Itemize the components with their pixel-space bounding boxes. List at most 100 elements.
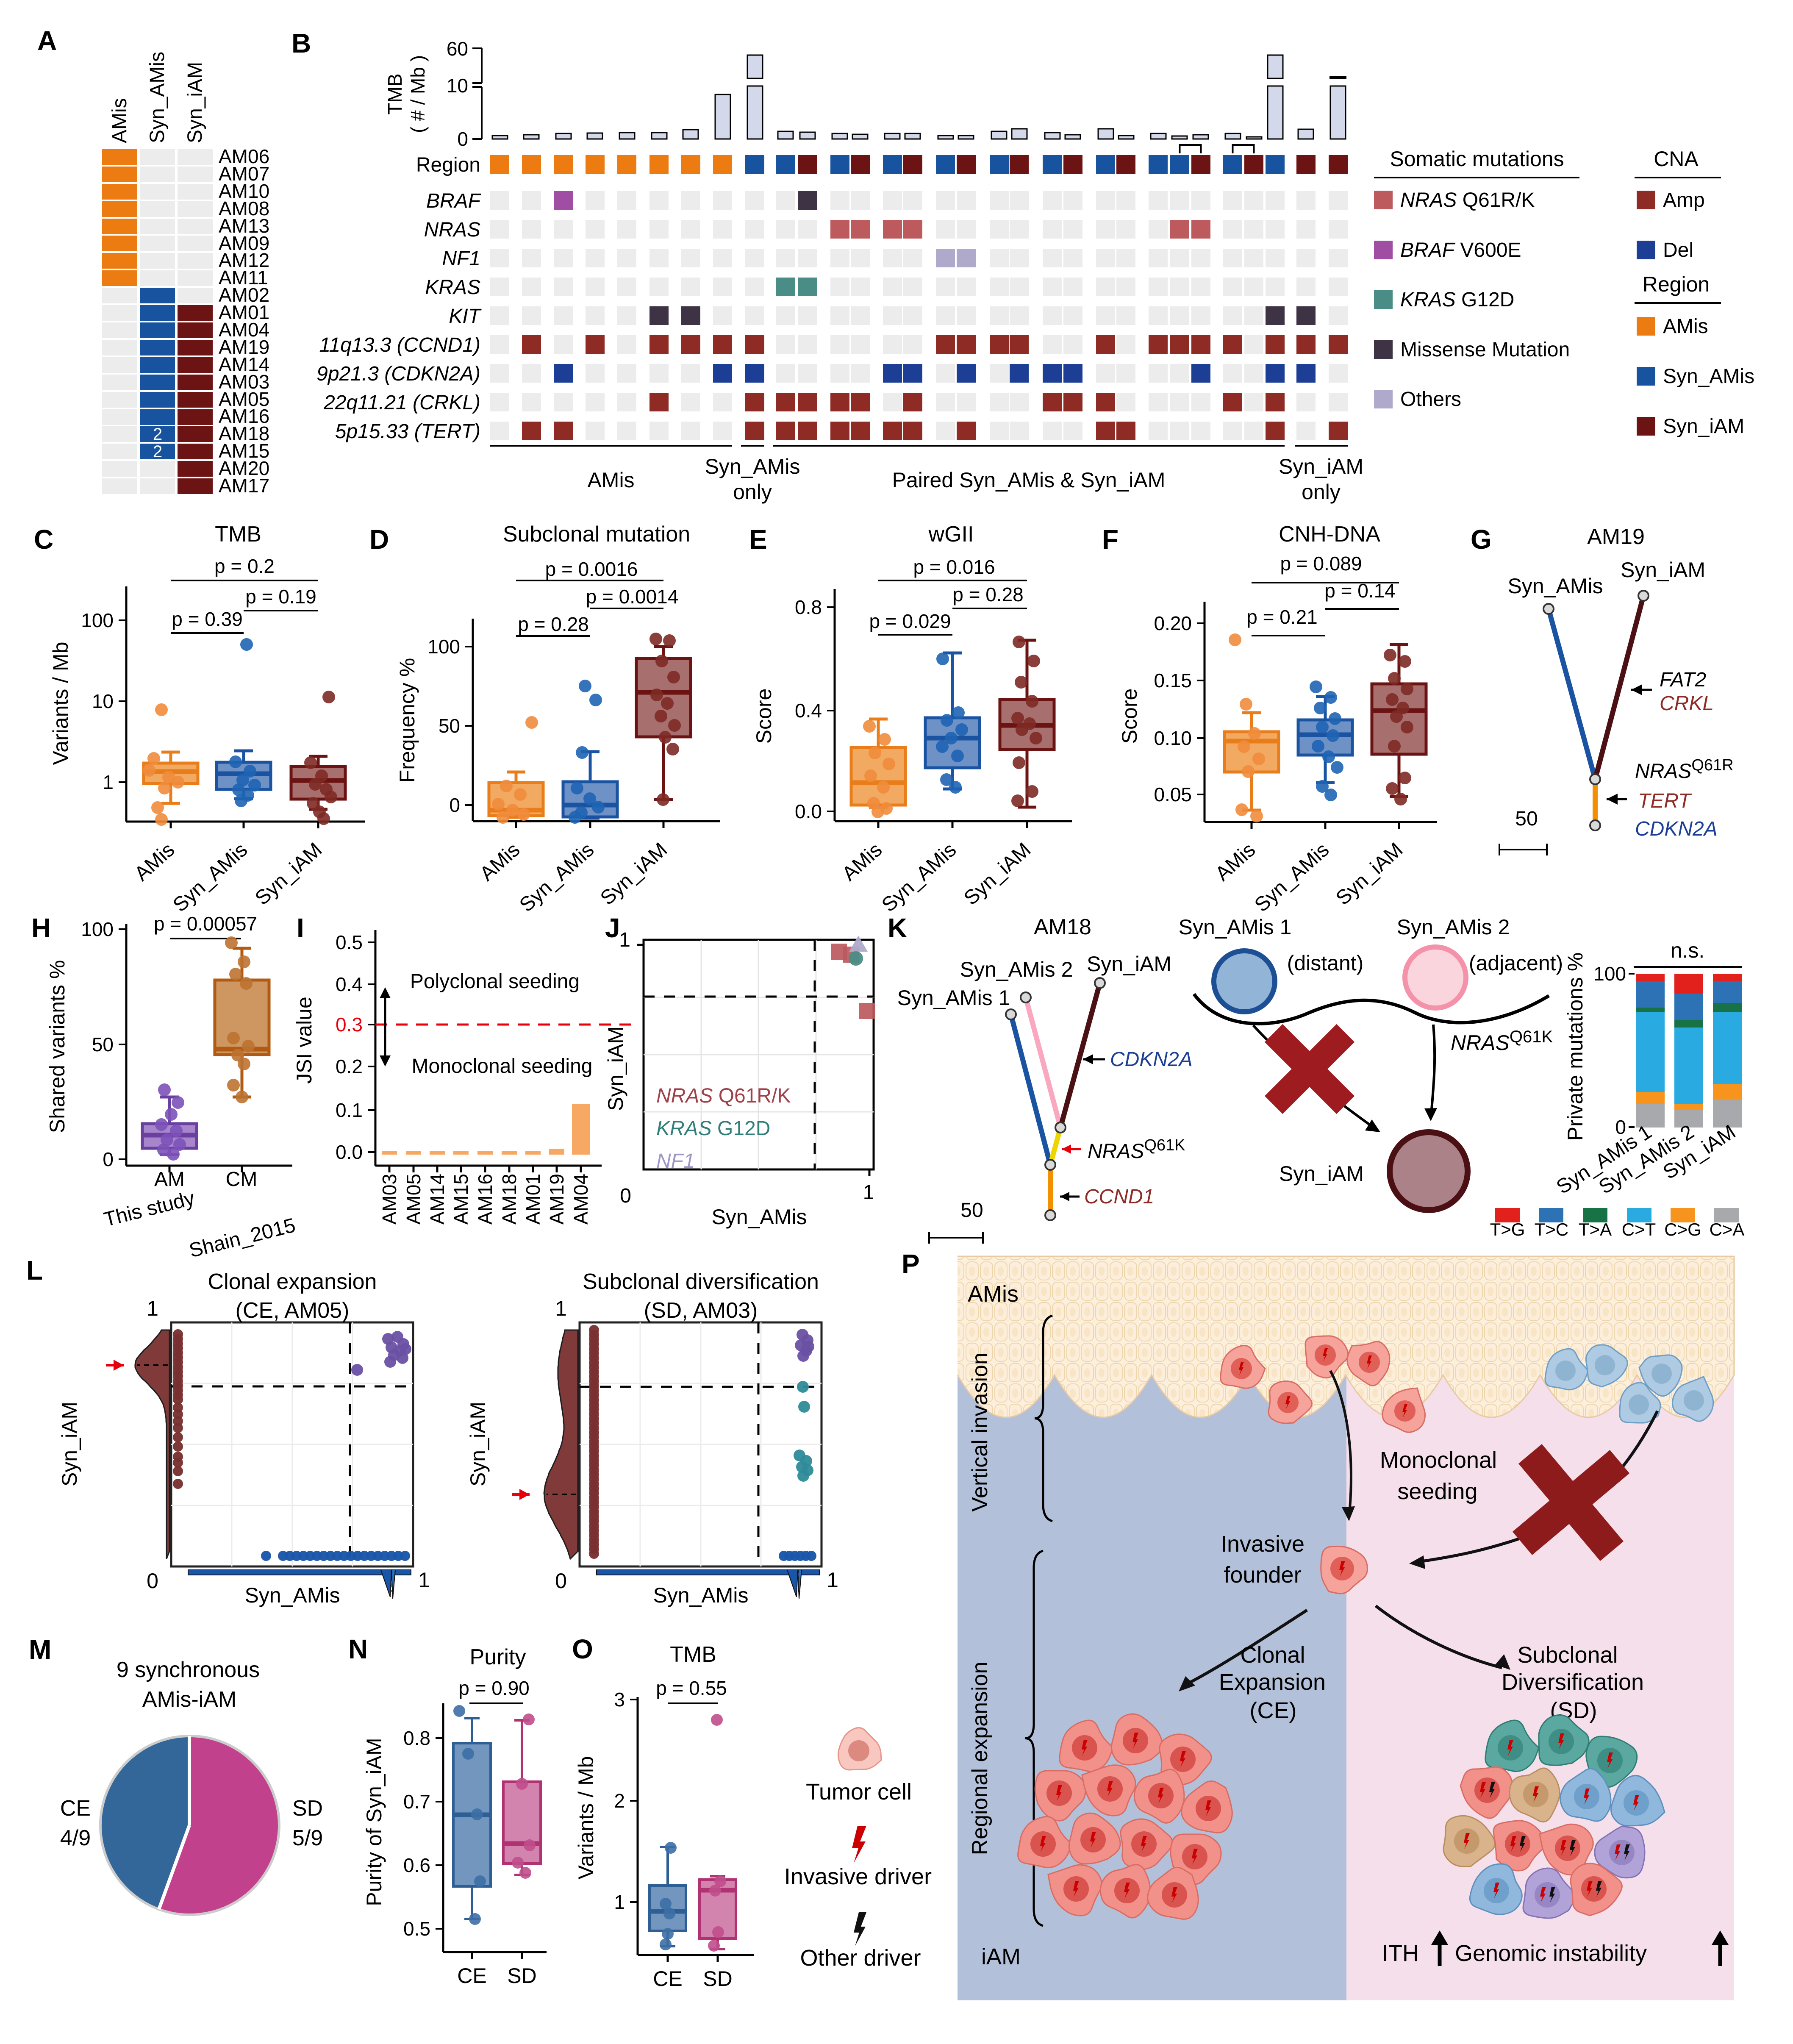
svg-text:AM09: AM09 xyxy=(219,232,269,254)
svg-text:A: A xyxy=(37,25,57,56)
svg-text:0.1: 0.1 xyxy=(336,1099,363,1121)
svg-text:Other driver: Other driver xyxy=(800,1945,921,1971)
svg-text:AMis: AMis xyxy=(108,98,131,143)
svg-text:Frequency %: Frequency % xyxy=(395,658,419,783)
svg-text:Genomic instability: Genomic instability xyxy=(1455,1941,1647,1966)
svg-text:NRAS: NRAS xyxy=(424,219,480,241)
svg-text:10: 10 xyxy=(447,75,468,97)
svg-text:H: H xyxy=(31,913,51,943)
svg-text:AM11: AM11 xyxy=(219,267,268,289)
svg-text:K: K xyxy=(888,913,907,943)
svg-text:Del: Del xyxy=(1663,239,1693,261)
svg-text:9 synchronous: 9 synchronous xyxy=(117,1658,260,1682)
svg-text:p = 0.0016: p = 0.0016 xyxy=(545,558,638,580)
svg-text:AMis: AMis xyxy=(968,1281,1019,1307)
svg-text:NRASQ61R: NRASQ61R xyxy=(1635,756,1734,783)
svg-text:(distant): (distant) xyxy=(1287,951,1364,975)
svg-text:CE: CE xyxy=(653,1967,682,1991)
svg-text:Others: Others xyxy=(1400,388,1461,411)
svg-text:22q11.21 (CRKL): 22q11.21 (CRKL) xyxy=(323,392,480,414)
svg-text:3: 3 xyxy=(614,1689,625,1711)
svg-text:N: N xyxy=(348,1634,368,1664)
svg-text:0.05: 0.05 xyxy=(1154,783,1192,805)
svg-text:Purity of Syn_iAM: Purity of Syn_iAM xyxy=(362,1738,386,1906)
svg-text:CNA: CNA xyxy=(1654,147,1699,171)
svg-text:Syn_AMis: Syn_AMis xyxy=(711,1205,807,1229)
svg-text:Syn_iAM: Syn_iAM xyxy=(466,1402,490,1486)
svg-text:AM15: AM15 xyxy=(219,440,269,462)
svg-text:F: F xyxy=(1102,524,1119,555)
svg-text:BRAF: BRAF xyxy=(426,190,482,212)
svg-text:ITH: ITH xyxy=(1382,1941,1419,1966)
svg-text:p = 0.0014: p = 0.0014 xyxy=(586,586,679,608)
svg-text:NRAS Q61R/K: NRAS Q61R/K xyxy=(1400,189,1535,211)
svg-text:11q13.3 (CCND1): 11q13.3 (CCND1) xyxy=(319,334,480,356)
svg-text:60: 60 xyxy=(447,38,468,60)
svg-text:CE: CE xyxy=(60,1796,91,1821)
svg-text:Syn_iAM: Syn_iAM xyxy=(1279,455,1363,478)
svg-text:0.8: 0.8 xyxy=(403,1727,430,1749)
svg-text:only: only xyxy=(1302,480,1341,504)
svg-text:AM04: AM04 xyxy=(570,1174,592,1225)
svg-text:1: 1 xyxy=(863,1181,874,1204)
svg-text:KRAS: KRAS xyxy=(425,276,480,299)
svg-text:0: 0 xyxy=(620,1185,631,1207)
svg-text:G: G xyxy=(1471,524,1492,555)
svg-text:C: C xyxy=(34,524,53,555)
svg-text:CNH-DNA: CNH-DNA xyxy=(1279,522,1380,547)
svg-text:CCND1: CCND1 xyxy=(1084,1186,1154,1208)
svg-text:KIT: KIT xyxy=(449,305,482,328)
svg-text:Syn_AMis: Syn_AMis xyxy=(1663,365,1754,388)
svg-text:10: 10 xyxy=(92,690,114,712)
svg-text:Monoclonal seeding: Monoclonal seeding xyxy=(412,1055,593,1078)
svg-text:wGII: wGII xyxy=(928,522,974,547)
svg-text:NF1: NF1 xyxy=(656,1150,695,1172)
svg-text:Syn_AMis: Syn_AMis xyxy=(705,455,800,478)
svg-text:0.0: 0.0 xyxy=(795,800,822,822)
svg-text:n.s.: n.s. xyxy=(1671,939,1705,962)
svg-text:AM06: AM06 xyxy=(219,145,269,167)
svg-text:100: 100 xyxy=(81,609,114,631)
svg-text:0.4: 0.4 xyxy=(795,700,822,722)
svg-text:P: P xyxy=(902,1249,920,1279)
svg-text:Syn_iAM: Syn_iAM xyxy=(604,1026,627,1111)
svg-text:0.4: 0.4 xyxy=(336,973,363,995)
svg-text:Somatic mutations: Somatic mutations xyxy=(1390,147,1564,171)
svg-text:5p15.33 (TERT): 5p15.33 (TERT) xyxy=(335,420,480,443)
svg-text:Monoclonal: Monoclonal xyxy=(1380,1447,1497,1473)
svg-text:AM14: AM14 xyxy=(219,353,269,375)
svg-text:50: 50 xyxy=(92,1033,114,1055)
svg-text:AM15: AM15 xyxy=(450,1174,472,1225)
svg-text:p = 0.90: p = 0.90 xyxy=(458,1677,530,1699)
svg-text:Invasive: Invasive xyxy=(1221,1531,1305,1557)
svg-text:1: 1 xyxy=(147,1297,158,1320)
svg-text:Score: Score xyxy=(1118,689,1141,744)
svg-text:T>G: T>G xyxy=(1490,1219,1525,1239)
svg-text:TMB: TMB xyxy=(384,73,406,114)
svg-text:AM19: AM19 xyxy=(1587,525,1645,549)
svg-text:50: 50 xyxy=(439,715,460,737)
svg-text:p = 0.14: p = 0.14 xyxy=(1324,580,1396,602)
svg-text:Regional expansion: Regional expansion xyxy=(968,1662,992,1855)
svg-text:AMis: AMis xyxy=(1663,315,1708,338)
svg-text:0: 0 xyxy=(555,1569,567,1593)
svg-text:Syn_AMis 1: Syn_AMis 1 xyxy=(1179,915,1292,939)
svg-text:0.0: 0.0 xyxy=(336,1141,363,1163)
svg-text:0: 0 xyxy=(147,1569,158,1593)
svg-text:p = 0.28: p = 0.28 xyxy=(518,613,589,635)
svg-text:Vertical invasion: Vertical invasion xyxy=(968,1352,992,1512)
svg-text:AM19: AM19 xyxy=(546,1174,568,1225)
svg-text:AM20: AM20 xyxy=(219,457,269,479)
svg-text:KRAS G12D: KRAS G12D xyxy=(1400,289,1514,311)
svg-text:AM07: AM07 xyxy=(219,163,269,185)
svg-text:SD: SD xyxy=(703,1967,732,1991)
svg-text:100: 100 xyxy=(427,636,460,658)
svg-text:AM01: AM01 xyxy=(522,1174,544,1225)
svg-text:0.10: 0.10 xyxy=(1154,727,1192,749)
svg-text:Variants / Mb: Variants / Mb xyxy=(574,1756,598,1880)
svg-text:I: I xyxy=(297,913,304,943)
svg-text:Paired Syn_AMis & Syn_iAM: Paired Syn_AMis & Syn_iAM xyxy=(892,468,1166,492)
svg-text:0: 0 xyxy=(1615,1116,1626,1138)
svg-text:Syn_AMis 2: Syn_AMis 2 xyxy=(960,958,1073,981)
svg-text:0.5: 0.5 xyxy=(336,931,363,953)
